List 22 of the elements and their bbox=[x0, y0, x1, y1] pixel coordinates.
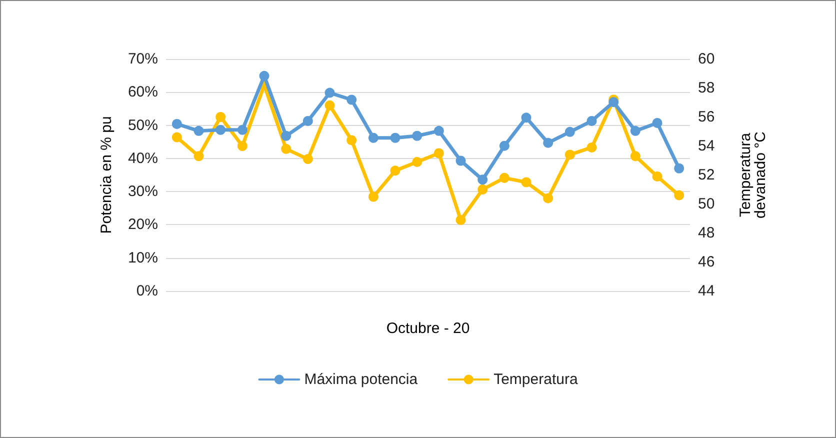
y2-tick-label: 46 bbox=[698, 254, 715, 270]
y-tick-label: 0% bbox=[136, 282, 158, 300]
y-axis-title: Potencia en % pu bbox=[98, 116, 115, 234]
y2-tick-label: 56 bbox=[698, 108, 715, 126]
y2-tick-label: 50 bbox=[698, 196, 715, 212]
x-axis-title: Octubre - 20 bbox=[386, 320, 470, 337]
y2-tick-label: 54 bbox=[698, 138, 715, 154]
y-tick-label: 10% bbox=[128, 249, 158, 266]
y2-tick-label: 48 bbox=[698, 224, 715, 242]
y2-tick-label: 44 bbox=[698, 282, 715, 300]
legend-label: Temperatura bbox=[494, 371, 578, 388]
y2-axis-title: Temperatura devanado °C bbox=[737, 131, 769, 218]
y2-tick-label: 58 bbox=[698, 80, 715, 96]
y-tick-label: 50% bbox=[128, 116, 158, 134]
y-tick-label: 30% bbox=[128, 183, 158, 200]
y2-tick-label: 52 bbox=[698, 166, 715, 184]
legend-label: Máxima potencia bbox=[304, 371, 418, 388]
y2-tick-label: 60 bbox=[698, 50, 715, 68]
y-tick-label: 70% bbox=[128, 50, 158, 68]
y-tick-label: 60% bbox=[128, 84, 158, 101]
y-tick-label: 40% bbox=[128, 150, 158, 167]
y-tick-label: 20% bbox=[128, 216, 158, 234]
